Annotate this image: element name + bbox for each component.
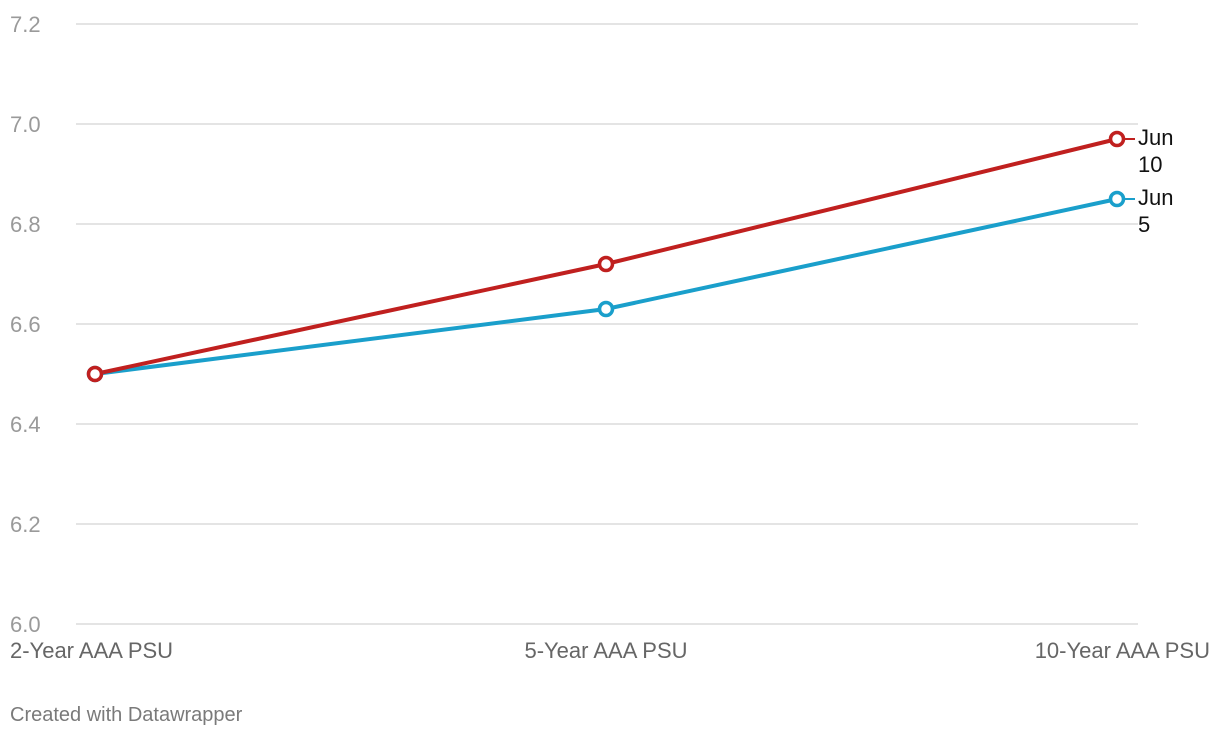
data-points: [86, 130, 1126, 383]
series-labels: Jun 10 Jun 5: [1125, 125, 1173, 237]
gridlines: [76, 23, 1138, 625]
credit-text: Created with Datawrapper: [10, 704, 243, 726]
y-tick-label: 7.0: [10, 112, 41, 137]
y-tick-label: 6.4: [10, 412, 41, 437]
y-tick-label: 6.2: [10, 512, 41, 537]
y-tick-label: 7.2: [10, 12, 41, 37]
series-line: [93, 197, 1119, 376]
data-point: [1108, 190, 1126, 208]
series-label: Jun 5: [1138, 185, 1173, 237]
x-axis-tick-labels: 2-Year AAA PSU 5-Year AAA PSU 10-Year AAA …: [10, 638, 1210, 663]
y-tick-label: 6.0: [10, 612, 41, 637]
data-point: [597, 300, 615, 318]
x-tick-label: 2-Year AAA PSU: [10, 638, 173, 663]
y-tick-label: 6.6: [10, 312, 41, 337]
data-point: [597, 255, 615, 273]
data-point: [1108, 130, 1126, 148]
y-axis-tick-labels: 6.0 6.2 6.4 6.6 6.8 7.0 7.2: [10, 12, 41, 637]
data-point: [86, 365, 104, 383]
y-tick-label: 6.8: [10, 212, 41, 237]
x-tick-label: 10-Year AAA PSU: [1035, 638, 1210, 663]
x-tick-label: 5-Year AAA PSU: [524, 638, 687, 663]
series-label: Jun 10: [1138, 125, 1173, 177]
